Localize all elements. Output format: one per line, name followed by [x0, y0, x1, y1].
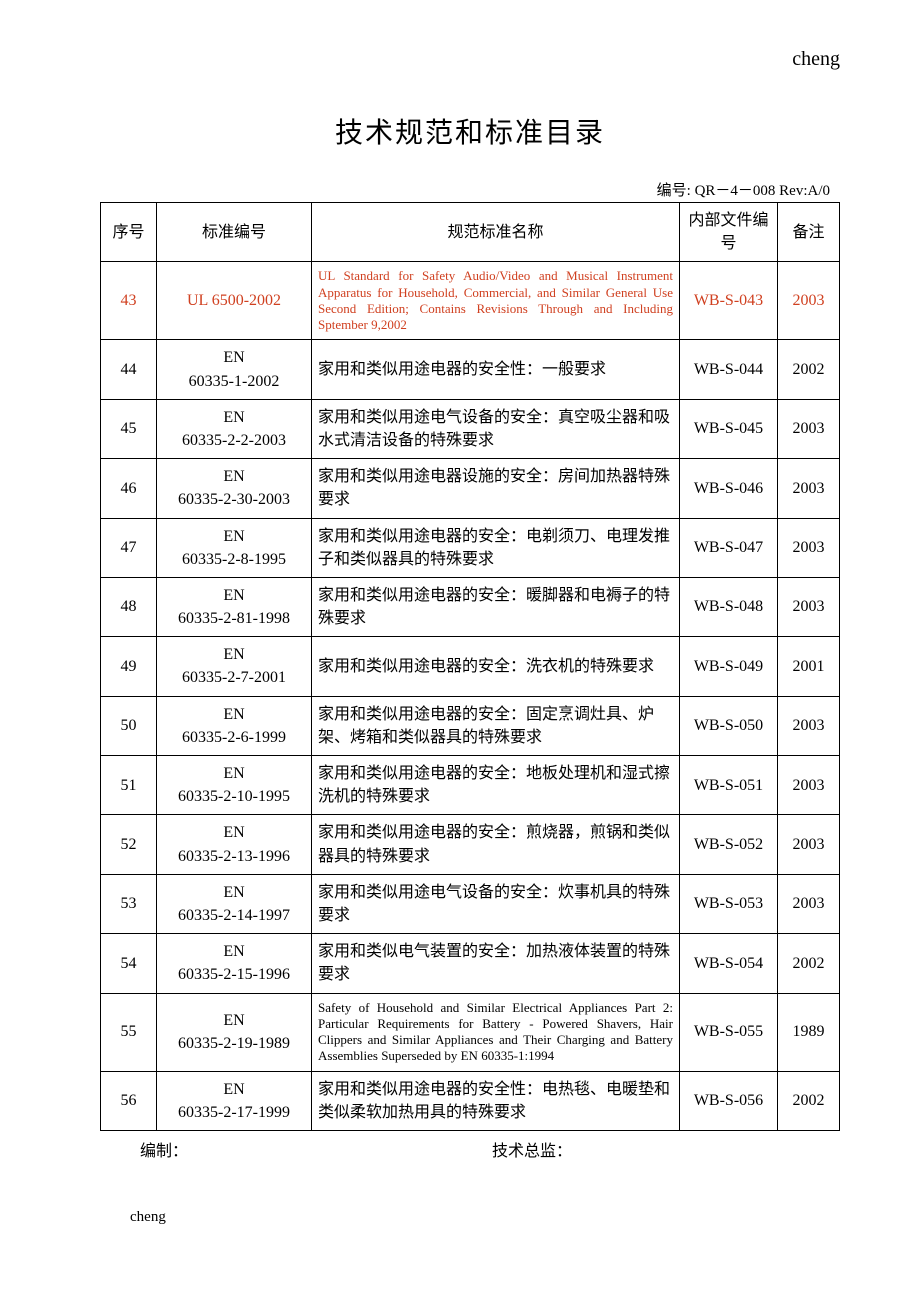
cell-name: 家用和类似用途电器的安全：电剃须刀、电理发推子和类似器具的特殊要求: [312, 518, 680, 577]
cell-seq: 53: [101, 874, 157, 933]
cell-seq: 44: [101, 340, 157, 399]
table-row: 51EN60335-2-10-1995家用和类似用途电器的安全：地板处理机和湿式…: [101, 756, 840, 815]
cell-std: EN60335-2-13-1996: [157, 815, 312, 874]
cell-name: 家用和类似用途电器的安全：地板处理机和湿式擦洗机的特殊要求: [312, 756, 680, 815]
table-row: 53EN60335-2-14-1997家用和类似用途电气设备的安全：炊事机具的特…: [101, 874, 840, 933]
table-row: 55EN60335-2-19-1989Safety of Household a…: [101, 993, 840, 1071]
cell-std: UL 6500-2002: [157, 262, 312, 340]
cell-seq: 47: [101, 518, 157, 577]
cell-int: WB-S-054: [680, 934, 778, 993]
table-row: 52EN60335-2-13-1996家用和类似用途电器的安全：煎烧器，煎锅和类…: [101, 815, 840, 874]
cell-seq: 52: [101, 815, 157, 874]
cell-note: 2003: [778, 459, 840, 518]
table-row: 50EN60335-2-6-1999家用和类似用途电器的安全：固定烹调灶具、炉架…: [101, 696, 840, 755]
cell-int: WB-S-044: [680, 340, 778, 399]
cell-seq: 49: [101, 637, 157, 696]
cell-std: EN60335-1-2002: [157, 340, 312, 399]
page-title: 技术规范和标准目录: [100, 111, 840, 151]
cell-seq: 55: [101, 993, 157, 1071]
table-row: 56EN60335-2-17-1999家用和类似用途电器的安全性：电热毯、电暖垫…: [101, 1071, 840, 1130]
cell-std: EN60335-2-30-2003: [157, 459, 312, 518]
cell-note: 2003: [778, 756, 840, 815]
footer-company: cheng: [130, 1209, 840, 1226]
cell-note: 2003: [778, 874, 840, 933]
cell-std: EN60335-2-8-1995: [157, 518, 312, 577]
cell-int: WB-S-045: [680, 399, 778, 458]
cell-seq: 50: [101, 696, 157, 755]
cell-name: 家用和类似电气装置的安全：加热液体装置的特殊要求: [312, 934, 680, 993]
cell-note: 1989: [778, 993, 840, 1071]
cell-int: WB-S-043: [680, 262, 778, 340]
header-company: cheng: [100, 48, 840, 71]
cell-std: EN60335-2-6-1999: [157, 696, 312, 755]
col-int: 内部文件编号: [680, 203, 778, 262]
cell-note: 2001: [778, 637, 840, 696]
col-note: 备注: [778, 203, 840, 262]
cell-int: WB-S-052: [680, 815, 778, 874]
table-row: 44EN60335-1-2002家用和类似用途电器的安全性：一般要求WB-S-0…: [101, 340, 840, 399]
cell-seq: 54: [101, 934, 157, 993]
table-row: 54EN60335-2-15-1996家用和类似电气装置的安全：加热液体装置的特…: [101, 934, 840, 993]
cell-seq: 45: [101, 399, 157, 458]
signature-line: 编制： 技术总监：: [100, 1137, 840, 1161]
standards-table: 序号 标准编号 规范标准名称 内部文件编号 备注 43UL 6500-2002U…: [100, 202, 840, 1131]
cell-name: 家用和类似用途电器的安全性：一般要求: [312, 340, 680, 399]
table-row: 46EN60335-2-30-2003家用和类似用途电器设施的安全：房间加热器特…: [101, 459, 840, 518]
sign-compiled-by: 编制：: [140, 1137, 188, 1161]
cell-int: WB-S-047: [680, 518, 778, 577]
cell-name: UL Standard for Safety Audio/Video and M…: [312, 262, 680, 340]
cell-name: Safety of Household and Similar Electric…: [312, 993, 680, 1071]
cell-int: WB-S-051: [680, 756, 778, 815]
cell-int: WB-S-053: [680, 874, 778, 933]
col-std: 标准编号: [157, 203, 312, 262]
cell-seq: 51: [101, 756, 157, 815]
cell-int: WB-S-048: [680, 577, 778, 636]
cell-std: EN60335-2-15-1996: [157, 934, 312, 993]
cell-int: WB-S-050: [680, 696, 778, 755]
cell-note: 2002: [778, 340, 840, 399]
cell-std: EN60335-2-19-1989: [157, 993, 312, 1071]
cell-name: 家用和类似用途电器的安全：固定烹调灶具、炉架、烤箱和类似器具的特殊要求: [312, 696, 680, 755]
cell-seq: 43: [101, 262, 157, 340]
cell-note: 2003: [778, 518, 840, 577]
cell-name: 家用和类似用途电器设施的安全：房间加热器特殊要求: [312, 459, 680, 518]
cell-note: 2003: [778, 696, 840, 755]
document-code: 编号: QR－4－008 Rev:A/0: [100, 179, 840, 200]
cell-note: 2002: [778, 1071, 840, 1130]
cell-note: 2003: [778, 262, 840, 340]
cell-int: WB-S-056: [680, 1071, 778, 1130]
cell-note: 2003: [778, 815, 840, 874]
cell-name: 家用和类似用途电气设备的安全：炊事机具的特殊要求: [312, 874, 680, 933]
cell-std: EN60335-2-10-1995: [157, 756, 312, 815]
cell-int: WB-S-046: [680, 459, 778, 518]
cell-int: WB-S-049: [680, 637, 778, 696]
table-row: 48EN60335-2-81-1998家用和类似用途电器的安全：暖脚器和电褥子的…: [101, 577, 840, 636]
sign-tech-director: 技术总监：: [492, 1137, 572, 1161]
table-header-row: 序号 标准编号 规范标准名称 内部文件编号 备注: [101, 203, 840, 262]
table-row: 49EN60335-2-7-2001家用和类似用途电器的安全：洗衣机的特殊要求W…: [101, 637, 840, 696]
cell-note: 2002: [778, 934, 840, 993]
cell-name: 家用和类似用途电器的安全：洗衣机的特殊要求: [312, 637, 680, 696]
cell-name: 家用和类似用途电器的安全性：电热毯、电暖垫和类似柔软加热用具的特殊要求: [312, 1071, 680, 1130]
cell-name: 家用和类似用途电器的安全：煎烧器，煎锅和类似器具的特殊要求: [312, 815, 680, 874]
cell-seq: 56: [101, 1071, 157, 1130]
cell-name: 家用和类似用途电气设备的安全：真空吸尘器和吸水式清洁设备的特殊要求: [312, 399, 680, 458]
cell-std: EN60335-2-17-1999: [157, 1071, 312, 1130]
cell-std: EN60335-2-7-2001: [157, 637, 312, 696]
table-row: 45EN60335-2-2-2003家用和类似用途电气设备的安全：真空吸尘器和吸…: [101, 399, 840, 458]
cell-std: EN60335-2-2-2003: [157, 399, 312, 458]
table-row: 47EN60335-2-8-1995家用和类似用途电器的安全：电剃须刀、电理发推…: [101, 518, 840, 577]
cell-int: WB-S-055: [680, 993, 778, 1071]
cell-name: 家用和类似用途电器的安全：暖脚器和电褥子的特殊要求: [312, 577, 680, 636]
cell-std: EN60335-2-81-1998: [157, 577, 312, 636]
cell-note: 2003: [778, 399, 840, 458]
cell-seq: 46: [101, 459, 157, 518]
col-seq: 序号: [101, 203, 157, 262]
cell-note: 2003: [778, 577, 840, 636]
cell-std: EN60335-2-14-1997: [157, 874, 312, 933]
cell-seq: 48: [101, 577, 157, 636]
col-name: 规范标准名称: [312, 203, 680, 262]
table-row: 43UL 6500-2002UL Standard for Safety Aud…: [101, 262, 840, 340]
